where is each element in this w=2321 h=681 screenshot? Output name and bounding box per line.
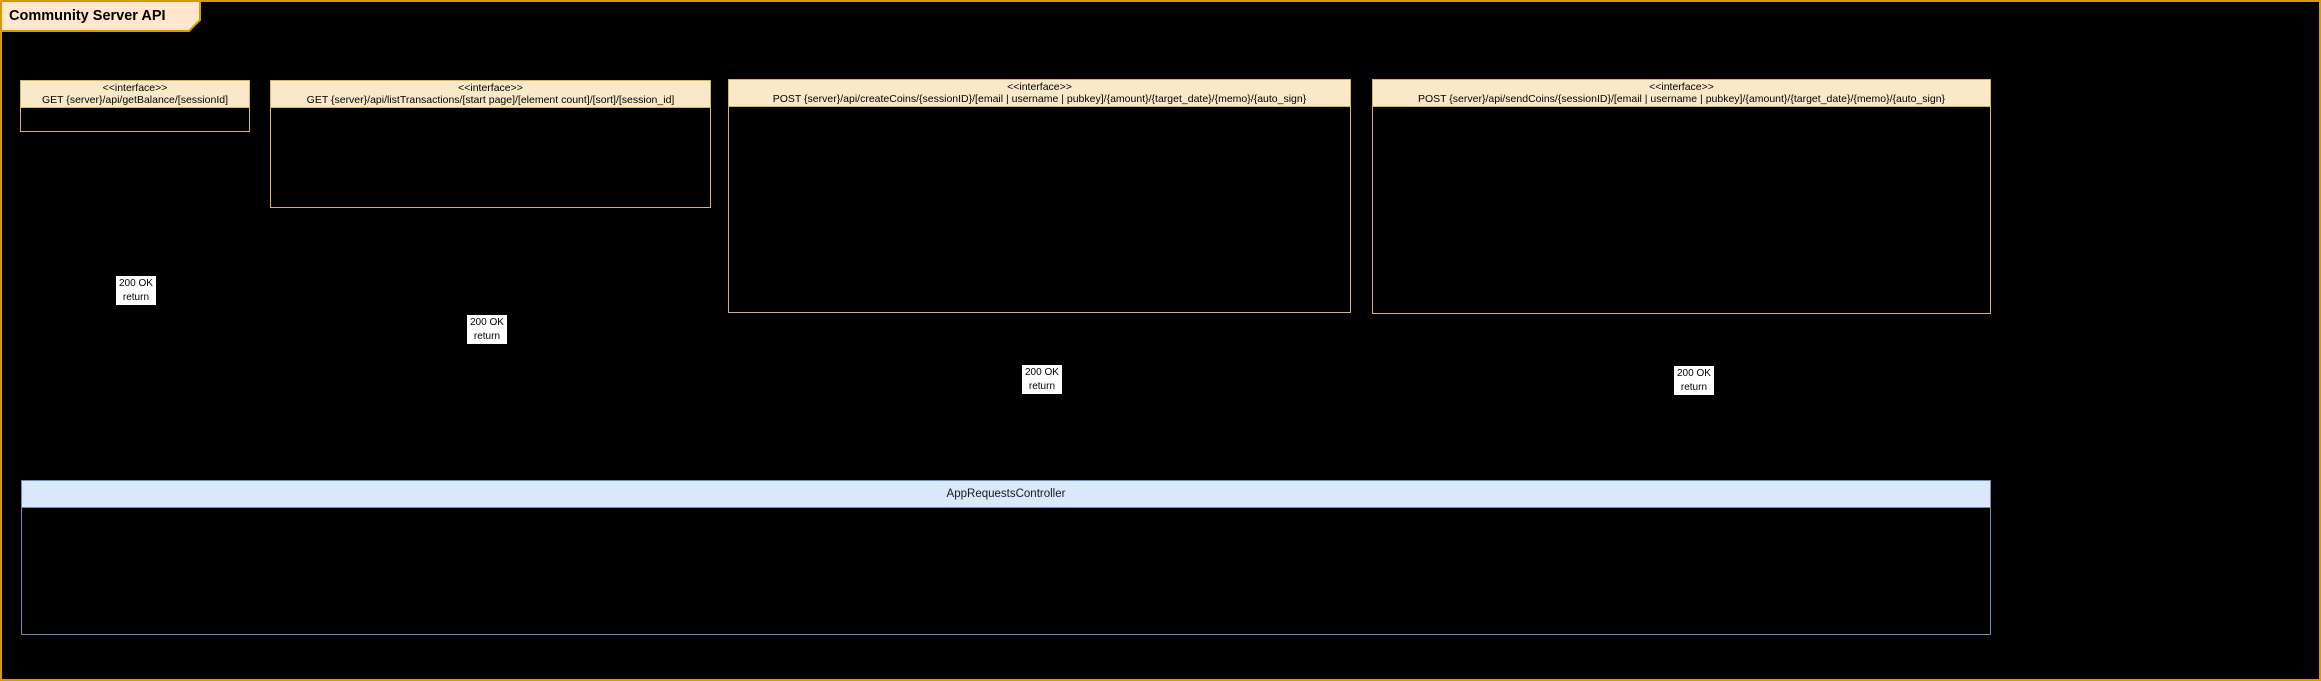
controller-header: AppRequestsController	[22, 481, 1990, 508]
return-action: return	[1680, 381, 1708, 393]
interface-header: <<interface>> POST {server}/api/createCo…	[729, 80, 1350, 107]
interface-box-list-transactions: <<interface>> GET {server}/api/listTrans…	[270, 80, 711, 208]
return-action: return	[122, 291, 150, 303]
interface-signature: GET {server}/api/listTransactions/[start…	[306, 93, 675, 106]
return-action: return	[473, 330, 501, 342]
frame-title: Community Server API	[9, 7, 166, 24]
interface-stereotype: <<interface>>	[1649, 81, 1714, 93]
return-status: 200 OK	[470, 317, 504, 328]
interface-signature: GET {server}/api/getBalance/[sessionId]	[42, 93, 228, 106]
return-status: 200 OK	[119, 278, 153, 289]
interface-box-send-coins: <<interface>> POST {server}/api/sendCoin…	[1372, 79, 1991, 314]
return-status: 200 OK	[1677, 368, 1711, 379]
interface-box-create-coins: <<interface>> POST {server}/api/createCo…	[728, 79, 1351, 313]
interface-signature: POST {server}/api/sendCoins/{sessionID}/…	[1417, 92, 1946, 105]
return-label: 200 OK return	[1022, 365, 1062, 394]
return-label: 200 OK return	[1674, 366, 1714, 395]
interface-stereotype: <<interface>>	[102, 82, 168, 94]
interface-header: <<interface>> GET {server}/api/listTrans…	[271, 81, 710, 108]
return-label: 200 OK return	[116, 276, 156, 305]
controller-box: AppRequestsController	[21, 480, 1991, 635]
interface-box-get-balance: <<interface>> GET {server}/api/getBalanc…	[20, 80, 250, 132]
controller-title: AppRequestsController	[946, 488, 1066, 500]
return-action: return	[1028, 380, 1056, 392]
interface-header: <<interface>> POST {server}/api/sendCoin…	[1373, 80, 1990, 107]
return-status: 200 OK	[1025, 367, 1059, 378]
interface-stereotype: <<interface>>	[1007, 81, 1072, 93]
interface-header: <<interface>> GET {server}/api/getBalanc…	[21, 81, 249, 108]
frame-title-tab: Community Server API	[0, 0, 202, 33]
frame-tab-shape	[0, 0, 201, 32]
interface-signature: POST {server}/api/createCoins/{sessionID…	[772, 92, 1307, 105]
return-label: 200 OK return	[467, 315, 507, 344]
interface-stereotype: <<interface>>	[458, 82, 523, 94]
